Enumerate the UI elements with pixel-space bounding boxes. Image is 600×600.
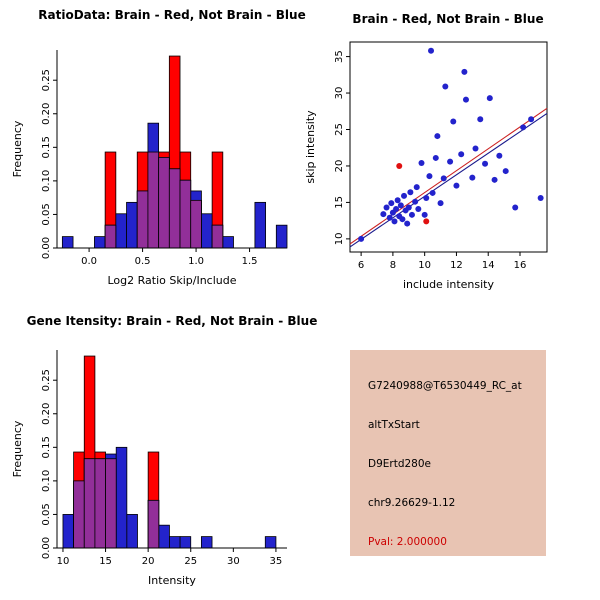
gene-intensity-histogram-plot: 10 15 20 25 30 35 0.00 0.05 0.10 0.15 0.20 0.25 Inte… bbox=[11, 350, 287, 587]
locus-text: chr9.26629-1.12 bbox=[368, 497, 456, 509]
svg-text:0.20: 0.20 bbox=[41, 103, 52, 125]
svg-text:0.10: 0.10 bbox=[41, 470, 52, 492]
svg-text:0.15: 0.15 bbox=[41, 436, 52, 458]
svg-text:8: 8 bbox=[390, 260, 396, 271]
svg-text:12: 12 bbox=[450, 260, 463, 271]
probe-id-text: G7240988@T6530449_RC_at bbox=[368, 380, 522, 392]
svg-text:20: 20 bbox=[142, 556, 155, 567]
svg-text:20: 20 bbox=[334, 160, 345, 173]
svg-text:Intensity: Intensity bbox=[148, 574, 196, 587]
svg-text:0.00: 0.00 bbox=[41, 537, 52, 559]
gene-intensity-histogram-title: Gene Itensity: Brain - Red, Not Brain - … bbox=[26, 314, 318, 328]
svg-text:30: 30 bbox=[334, 87, 345, 100]
svg-text:skip intensity: skip intensity bbox=[304, 110, 317, 184]
svg-text:10: 10 bbox=[334, 233, 345, 246]
event-type-text: altTxStart bbox=[368, 419, 420, 431]
svg-text:0.25: 0.25 bbox=[41, 69, 52, 91]
svg-text:1.5: 1.5 bbox=[242, 256, 258, 267]
svg-text:Log2 Ratio Skip/Include: Log2 Ratio Skip/Include bbox=[107, 274, 236, 287]
svg-text:30: 30 bbox=[227, 556, 240, 567]
svg-text:0.5: 0.5 bbox=[135, 256, 151, 267]
intensity-scatter-title: Brain - Red, Not Brain - Blue bbox=[352, 12, 544, 26]
svg-text:0.0: 0.0 bbox=[81, 256, 97, 267]
svg-text:0.20: 0.20 bbox=[41, 403, 52, 425]
svg-text:include intensity: include intensity bbox=[403, 278, 495, 291]
svg-text:10: 10 bbox=[57, 556, 70, 567]
svg-text:25: 25 bbox=[184, 556, 197, 567]
svg-text:Frequency: Frequency bbox=[11, 420, 24, 477]
svg-text:35: 35 bbox=[334, 50, 345, 63]
svg-text:0.10: 0.10 bbox=[41, 170, 52, 192]
svg-text:0.05: 0.05 bbox=[41, 503, 52, 525]
ratio-histogram-panel: RatioData: Brain - Red, Not Brain - Blue… bbox=[0, 0, 306, 300]
gene-intensity-histogram-panel: Gene Itensity: Brain - Red, Not Brain - … bbox=[0, 300, 317, 600]
svg-text:0.05: 0.05 bbox=[41, 203, 52, 225]
svg-text:10: 10 bbox=[418, 260, 431, 271]
svg-text:14: 14 bbox=[482, 260, 495, 271]
gene-name-text: D9Ertd280e bbox=[368, 458, 431, 470]
svg-text:0.15: 0.15 bbox=[41, 136, 52, 158]
svg-text:25: 25 bbox=[334, 123, 345, 136]
svg-text:0.00: 0.00 bbox=[41, 237, 52, 259]
pval-line: Pval: 2.000000 bbox=[368, 536, 447, 548]
intensity-scatter-plot: 6 8 10 12 14 16 10 15 20 25 30 35 include intensity s… bbox=[304, 41, 548, 291]
svg-text:6: 6 bbox=[358, 260, 364, 271]
gene-info-panel: G7240988@T6530449_RC_at altTxStart D9Ert… bbox=[350, 350, 546, 556]
svg-text:35: 35 bbox=[270, 556, 283, 567]
svg-text:1.0: 1.0 bbox=[188, 256, 204, 267]
svg-text:Frequency: Frequency bbox=[11, 120, 24, 177]
ratio-histogram-title: RatioData: Brain - Red, Not Brain - Blue bbox=[38, 8, 306, 22]
ratio-histogram-plot: 0.0 0.5 1.0 1.5 0.00 0.05 0.10 0.15 0.20 0.25 Log2… bbox=[11, 50, 288, 287]
svg-text:16: 16 bbox=[514, 260, 527, 271]
intensity-scatter-panel: Brain - Red, Not Brain - Blue 6 8 10 12 14 16… bbox=[300, 0, 600, 300]
svg-text:15: 15 bbox=[99, 556, 112, 567]
info-panel-quadrant: G7240988@T6530449_RC_at altTxStart D9Ert… bbox=[300, 300, 600, 600]
svg-text:0.25: 0.25 bbox=[41, 369, 52, 391]
svg-text:15: 15 bbox=[334, 196, 345, 209]
